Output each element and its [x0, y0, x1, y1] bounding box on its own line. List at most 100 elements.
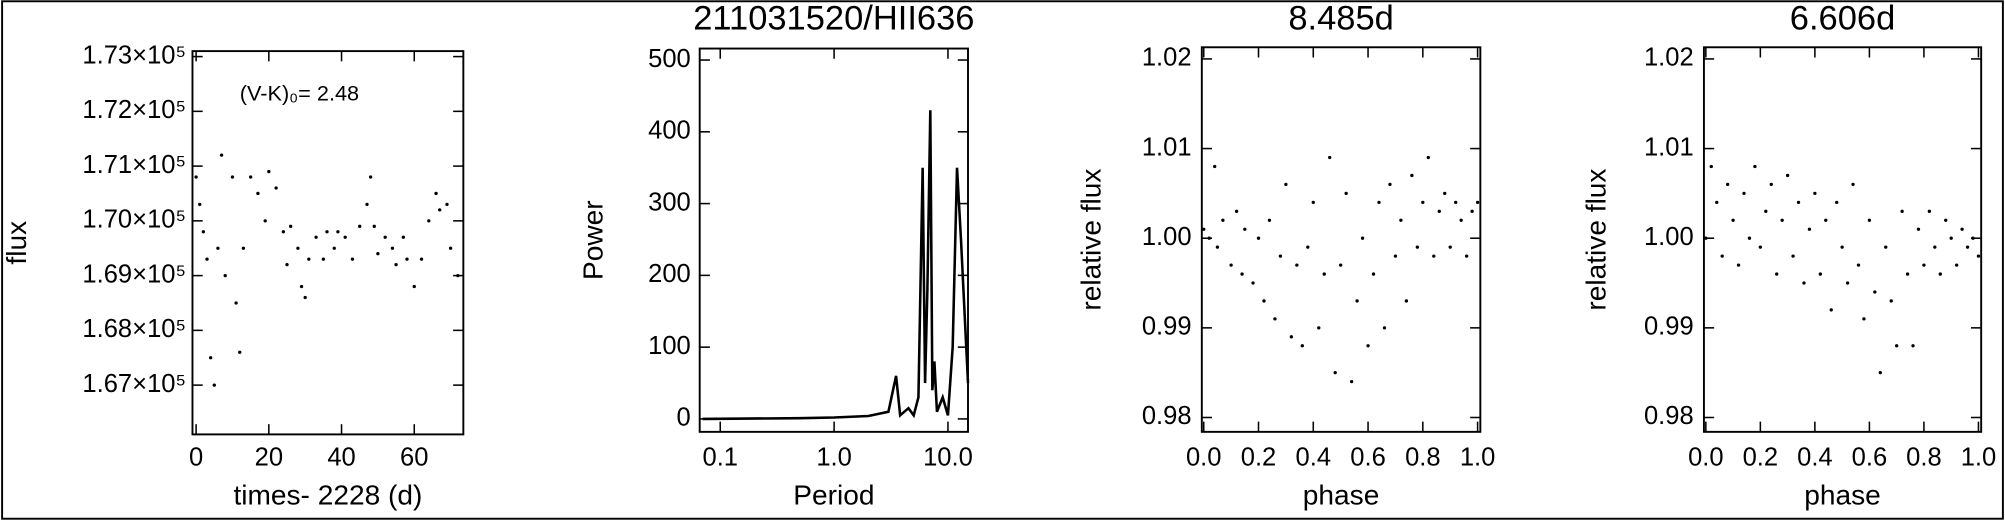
data-point	[1911, 344, 1915, 348]
data-point	[401, 235, 406, 239]
data-point	[365, 202, 369, 207]
data-point	[216, 246, 220, 250]
data-point	[456, 273, 460, 278]
x-tick-label: 0.2	[1241, 443, 1277, 471]
data-point	[383, 235, 387, 239]
data-point	[248, 175, 253, 179]
x-tick-label: 40	[327, 443, 355, 471]
data-point	[358, 224, 362, 228]
data-point	[1818, 272, 1822, 276]
data-point	[1731, 218, 1735, 222]
data-point	[412, 284, 416, 289]
data-point	[1459, 218, 1463, 222]
data-point	[1758, 245, 1763, 249]
data-point	[1421, 200, 1425, 205]
data-point	[1377, 200, 1381, 205]
x-tick-label: 0.8	[1906, 443, 1942, 471]
y-axis-label: relative flux	[1580, 169, 1611, 311]
data-point	[372, 224, 376, 228]
data-point	[336, 230, 340, 234]
y-tick-label: 100	[648, 332, 691, 360]
data-point	[281, 230, 286, 234]
data-point	[1399, 218, 1403, 222]
data-point	[1388, 182, 1392, 187]
y-tick-label: 400	[648, 117, 691, 145]
data-point	[314, 235, 318, 239]
chart-title: 211031520/HII636	[693, 0, 974, 38]
y-tick-label: 0.99	[1644, 313, 1694, 341]
data-point	[1933, 245, 1937, 249]
data-point	[419, 257, 424, 261]
chart-title: 8.485d	[1288, 0, 1393, 38]
y-tick-label: 1.00	[1142, 223, 1192, 251]
data-point	[1278, 254, 1283, 258]
data-point	[1366, 344, 1370, 348]
data-point	[1475, 200, 1480, 205]
data-point	[1938, 272, 1942, 276]
data-point	[390, 246, 395, 250]
x-tick-label: 0.0	[1688, 443, 1724, 471]
data-point	[1905, 272, 1910, 276]
plot-box	[191, 50, 465, 436]
y-tick-label: 1.71×10⁵	[82, 151, 186, 179]
x-tick-label: 1.0	[816, 443, 852, 471]
data-point	[1339, 263, 1343, 267]
data-point	[1976, 254, 1981, 258]
data-point	[274, 186, 278, 190]
power-line	[702, 110, 970, 421]
y-tick-label: 0.98	[1644, 402, 1694, 430]
data-point	[1371, 272, 1376, 276]
y-tick-label: 1.73×10⁵	[82, 41, 186, 69]
x-tick-label: 0	[189, 443, 203, 471]
data-point	[1791, 254, 1795, 258]
plot-box	[1702, 46, 1983, 433]
data-point	[1764, 209, 1768, 213]
data-point	[303, 295, 307, 300]
data-point	[1873, 290, 1877, 294]
x-tick-label: 0.6	[1350, 443, 1386, 471]
data-point	[368, 175, 373, 179]
data-point	[1448, 245, 1452, 249]
data-point	[1328, 155, 1332, 160]
data-point	[1213, 164, 1217, 169]
data-point	[1432, 254, 1436, 258]
data-point	[1267, 218, 1272, 222]
data-point	[1284, 182, 1288, 187]
plot-box	[1200, 46, 1482, 433]
data-point	[1234, 209, 1239, 213]
data-point	[201, 230, 206, 234]
data-point	[1202, 227, 1206, 231]
data-point	[1393, 254, 1398, 258]
y-tick-label: 300	[648, 188, 691, 216]
data-point	[1829, 308, 1833, 312]
data-point	[223, 273, 227, 278]
data-point	[445, 202, 449, 207]
data-point	[1895, 344, 1899, 348]
data-point	[1720, 254, 1724, 258]
y-tick-label: 1.70×10⁵	[82, 206, 186, 234]
data-point	[1785, 173, 1790, 178]
x-tick-label: 0.6	[1852, 443, 1888, 471]
data-point	[230, 175, 235, 179]
data-point	[1747, 236, 1752, 240]
data-point	[350, 257, 355, 261]
y-tick-label: 1.02	[1142, 44, 1192, 72]
data-point	[448, 246, 453, 250]
data-point	[256, 191, 260, 196]
data-point	[1311, 200, 1315, 205]
data-point	[1851, 182, 1855, 187]
data-point	[198, 202, 202, 207]
y-tick-label: 0.98	[1142, 402, 1192, 430]
data-point	[1954, 263, 1959, 267]
data-point	[208, 356, 213, 360]
x-tick-label: 20	[255, 443, 283, 471]
data-point	[1704, 236, 1708, 240]
data-point	[1971, 236, 1975, 240]
data-point	[1813, 191, 1817, 196]
data-point	[1709, 164, 1713, 169]
y-tick-label: 0	[677, 404, 691, 432]
data-point	[1856, 263, 1861, 267]
y-axis-label: flux	[1, 221, 32, 265]
data-point	[1251, 281, 1255, 285]
x-tick-label: 1.0	[1460, 443, 1496, 471]
